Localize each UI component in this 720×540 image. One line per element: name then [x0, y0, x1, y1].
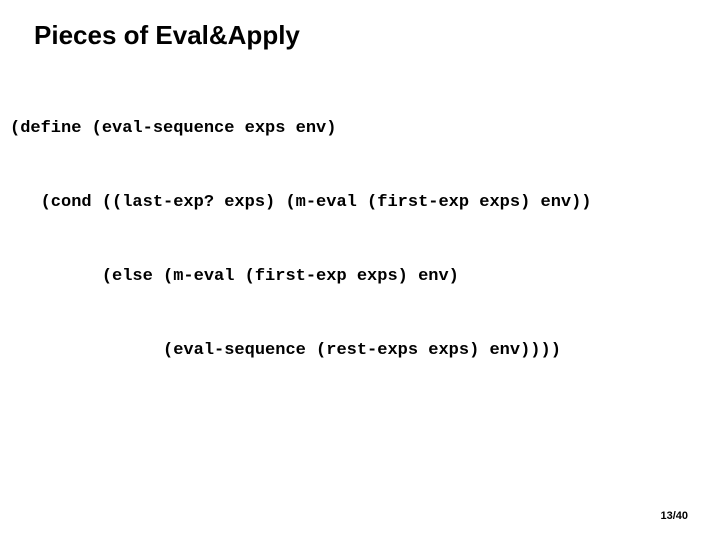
slide: Pieces of Eval&Apply (define (eval-seque…: [0, 0, 720, 540]
code-line: (else (m-eval (first-exp exps) env): [10, 265, 592, 290]
slide-title: Pieces of Eval&Apply: [34, 20, 300, 51]
code-line: (eval-sequence (rest-exps exps) env)))): [10, 339, 592, 364]
page-number: 13/40: [660, 510, 688, 522]
code-line: (cond ((last-exp? exps) (m-eval (first-e…: [10, 191, 592, 216]
code-block: (define (eval-sequence exps env) (cond (…: [10, 68, 592, 413]
code-line: (define (eval-sequence exps env): [10, 117, 592, 142]
